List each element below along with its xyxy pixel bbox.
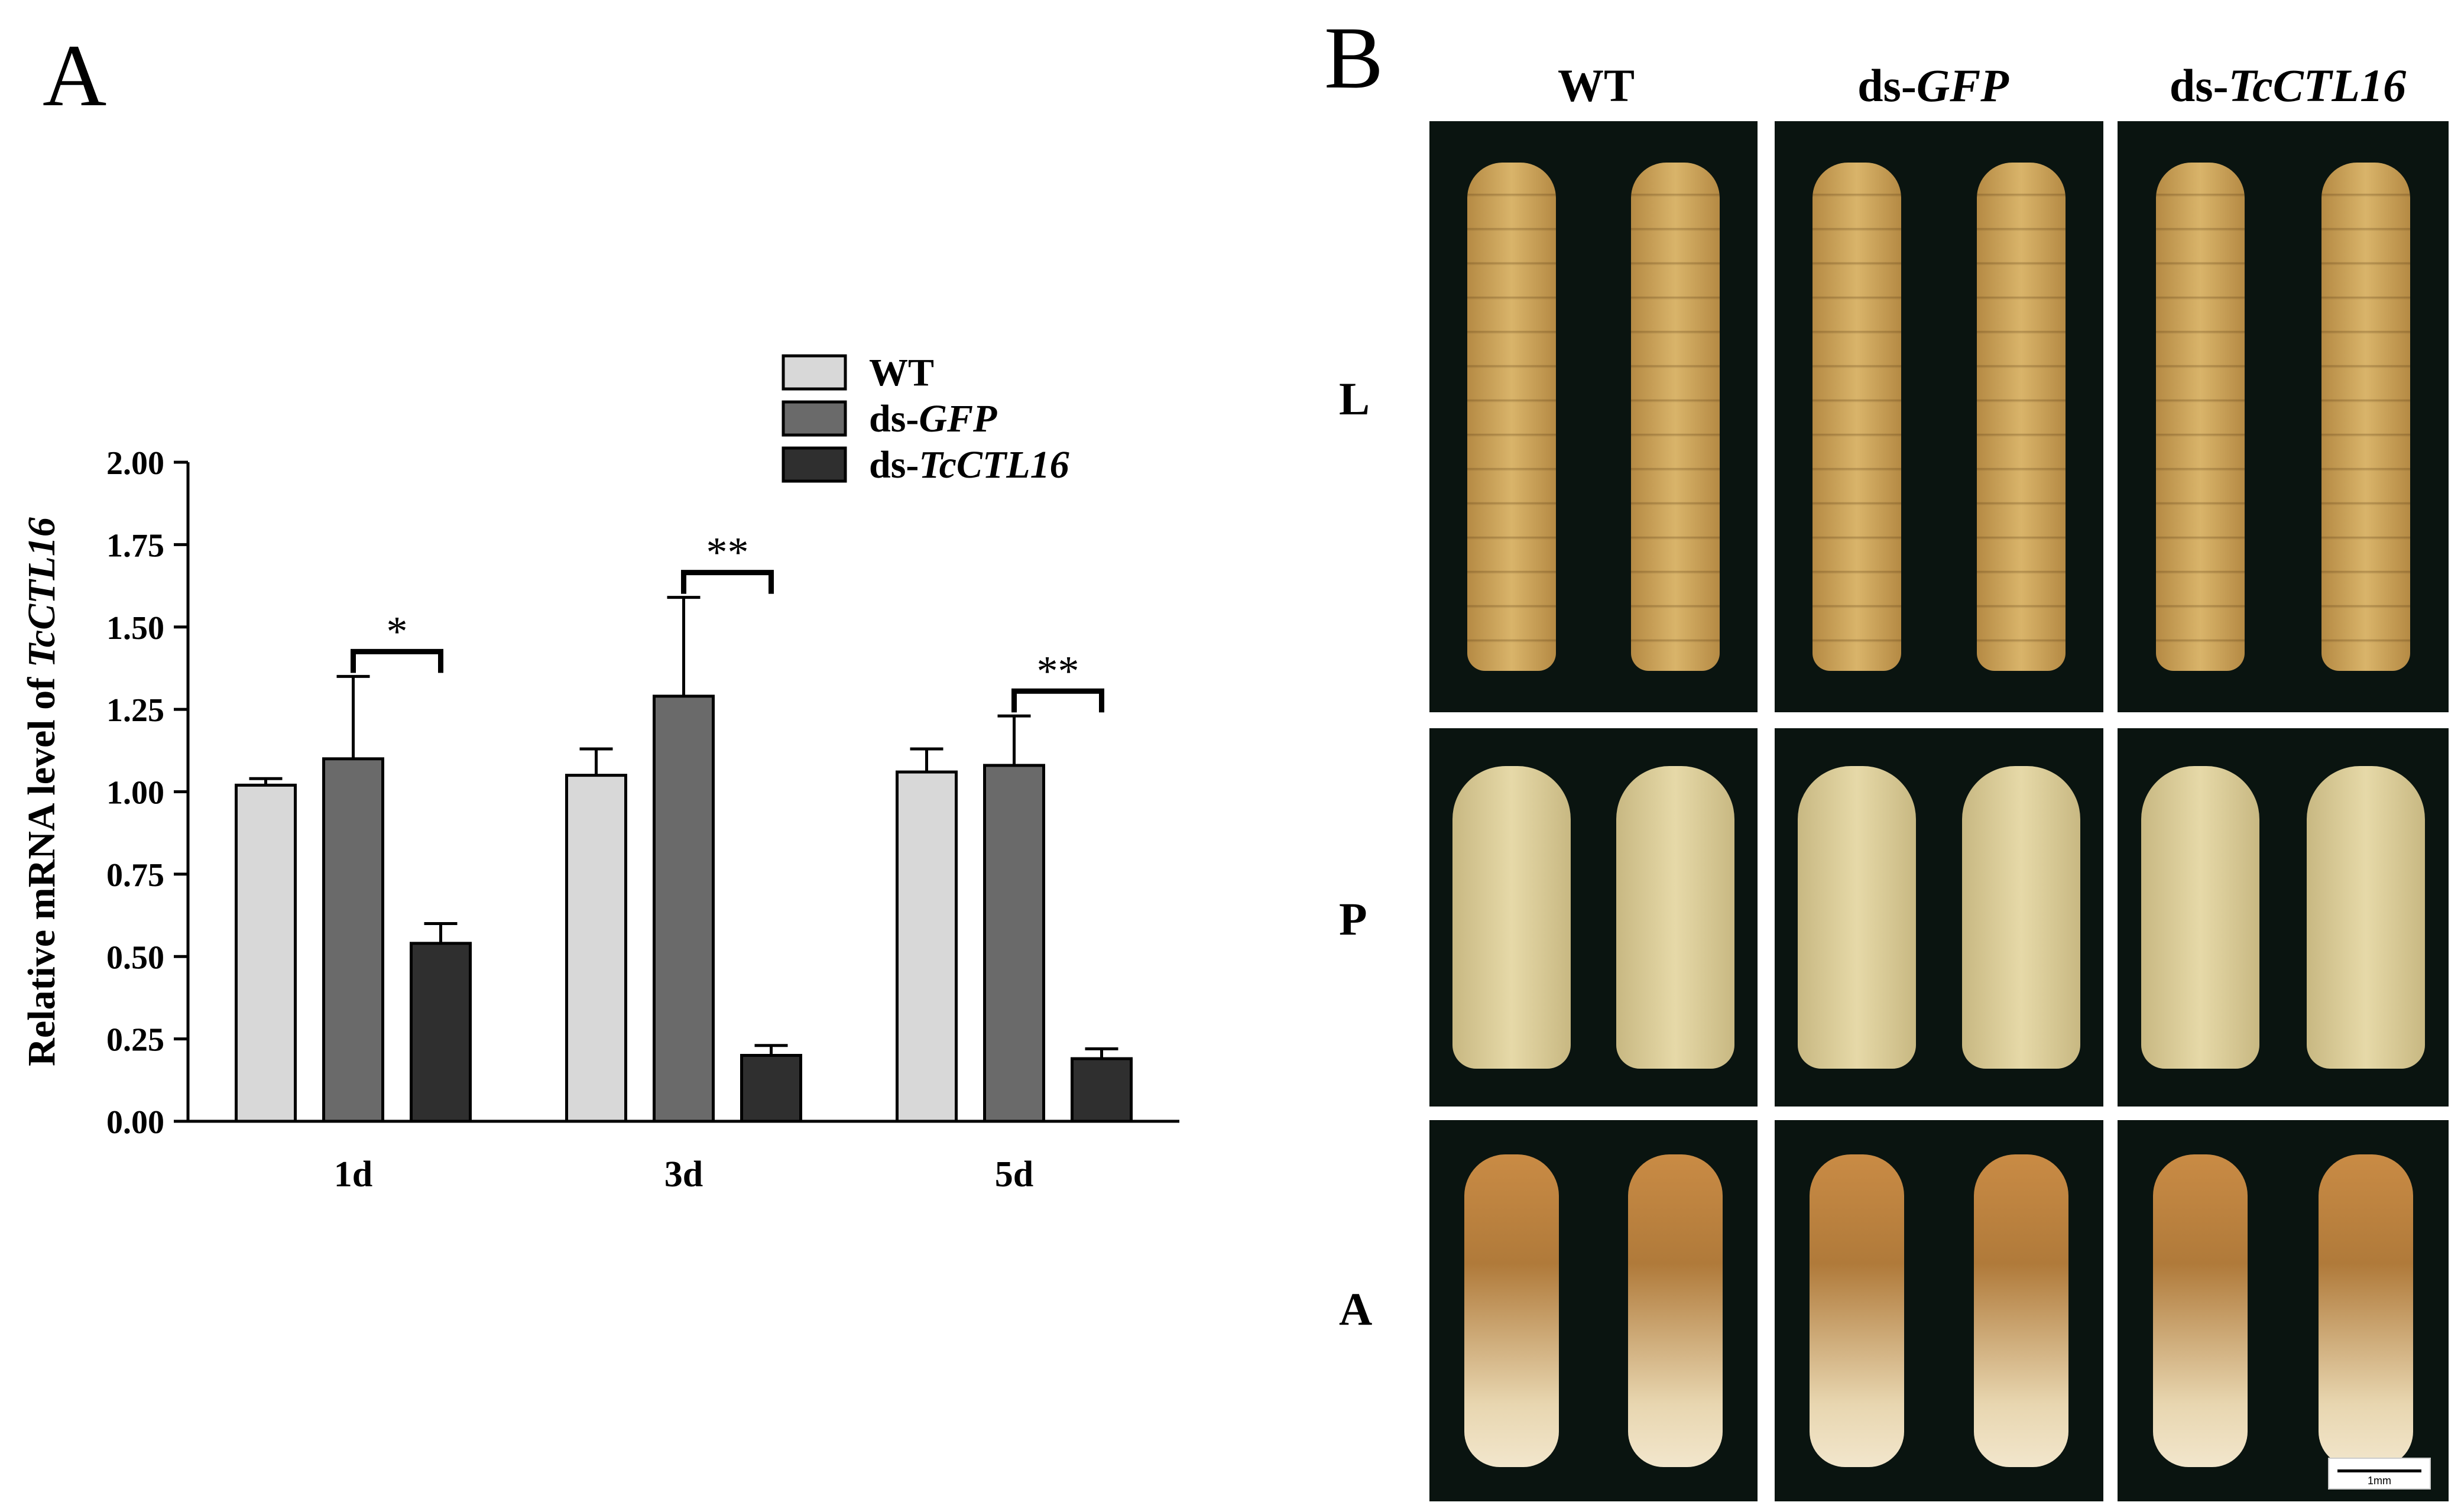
specimen-photo-pupa-1: [1429, 728, 1758, 1107]
specimen-photo-larva-1: [1429, 121, 1758, 712]
specimen-photo-adult-2: [1775, 1120, 2103, 1501]
significance-star: **: [706, 529, 749, 576]
significance-star: *: [387, 608, 408, 655]
specimen-photo-pupa-3: [2118, 728, 2449, 1107]
significance-star: **: [1037, 647, 1079, 695]
bar-WT-1d: [235, 783, 297, 1123]
bar-ds-GFP-5d: [983, 764, 1045, 1123]
y-axis-label: Relative mRNA level of TcCTL16: [20, 517, 63, 1066]
bar-ds-GFP-1d: [322, 757, 384, 1123]
x-tick-label: 1d: [334, 1154, 372, 1195]
scale-bar-label: 1mm: [2368, 1475, 2391, 1487]
legend-entry: ds-TcCTL16: [869, 443, 1069, 486]
specimen-photo-pupa-2: [1775, 728, 2103, 1107]
y-tick-label: 0.25: [106, 1022, 164, 1059]
significance-bracket: [1011, 688, 1104, 713]
specimen-photo-adult-1: [1429, 1120, 1758, 1501]
specimen-photo-larva-3: [2118, 121, 2449, 712]
y-tick-label: 0.00: [106, 1104, 164, 1141]
specimen-photo-adult-3: 1mm: [2118, 1120, 2449, 1501]
pupa-specimen-dorsal: [1452, 766, 1571, 1069]
column-title-ds-gfp: ds-GFP: [1857, 60, 2009, 111]
legend-entry: ds-GFP: [869, 397, 997, 440]
y-tick-label: 1.25: [106, 692, 164, 729]
adult-specimen-ventral: [1974, 1154, 2068, 1467]
bar-WT-5d: [896, 770, 958, 1123]
larva-specimen-dorsal: [1812, 163, 1901, 671]
specimen-photo-larva-2: [1775, 121, 2103, 712]
bar-ds-TcCTL16-5d: [1071, 1057, 1133, 1123]
larva-specimen-ventral: [2321, 163, 2410, 671]
bar-ds-TcCTL16-3d: [740, 1054, 802, 1123]
bar-ds-GFP-3d: [653, 695, 715, 1123]
pupa-specimen-ventral: [1962, 766, 2080, 1069]
adult-specimen-ventral: [1628, 1154, 1723, 1467]
y-tick-label: 1.75: [106, 527, 164, 564]
adult-specimen-dorsal: [1464, 1154, 1559, 1467]
row-label-larva: L: [1339, 373, 1370, 424]
pupa-specimen-ventral: [2307, 766, 2425, 1069]
y-tick-label: 0.75: [106, 857, 164, 894]
column-title-ds-tcctl16: ds-TcCTL16: [2169, 60, 2407, 111]
pupa-specimen-ventral: [1616, 766, 1735, 1069]
row-label-pupa: P: [1339, 893, 1367, 945]
y-tick-label: 0.50: [106, 939, 164, 976]
x-tick-label: 3d: [664, 1154, 703, 1195]
bar-WT-3d: [565, 774, 627, 1123]
bar-ds-TcCTL16-1d: [410, 942, 472, 1123]
significance-bracket: [681, 570, 774, 594]
adult-specimen-ventral: [2319, 1154, 2413, 1467]
pupa-specimen-dorsal: [2141, 766, 2259, 1069]
scale-bar-line: [2337, 1469, 2422, 1472]
scale-bar: 1mm: [2328, 1458, 2431, 1490]
larva-specimen-dorsal: [1467, 163, 1556, 671]
larva-specimen-ventral: [1631, 163, 1720, 671]
panel-a-label: A: [43, 27, 107, 125]
pupa-specimen-dorsal: [1798, 766, 1916, 1069]
y-tick-label: 1.00: [106, 775, 164, 812]
x-tick-label: 5d: [995, 1154, 1033, 1195]
legend-entry: WT: [869, 351, 934, 394]
larva-specimen-ventral: [1977, 163, 2066, 671]
significance-bracket: [351, 648, 443, 673]
adult-specimen-dorsal: [2153, 1154, 2248, 1467]
y-tick-label: 1.50: [106, 610, 164, 647]
row-label-adult: A: [1339, 1283, 1373, 1335]
panel-b-label: B: [1324, 9, 1384, 107]
y-tick-label: 2.00: [106, 445, 164, 482]
bar-chart: 0.00 0.25 0.50 0.75 1.00 1.25 1.50 1.75 2.00 Rela…: [20, 351, 1179, 1195]
legend-swatch: [782, 446, 847, 483]
legend-swatch: [782, 354, 847, 391]
column-title-wt: WT: [1557, 60, 1635, 111]
larva-specimen-dorsal: [2156, 163, 2245, 671]
legend-swatch: [782, 400, 847, 437]
adult-specimen-dorsal: [1810, 1154, 1904, 1467]
